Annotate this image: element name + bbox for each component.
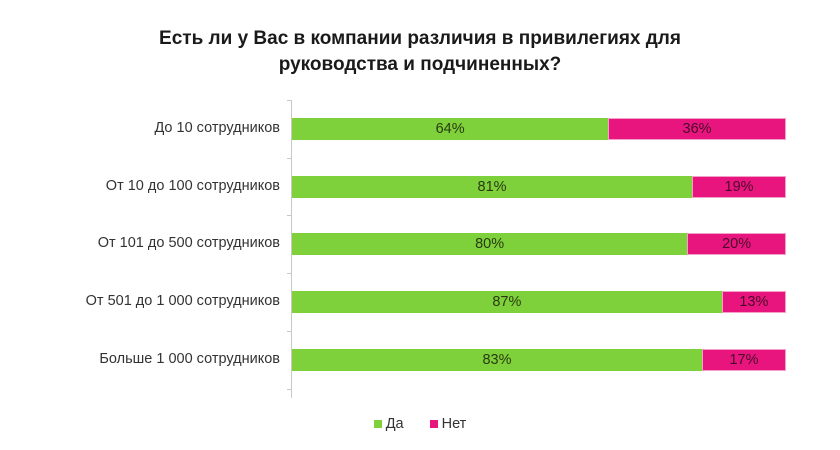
stacked-bar: 80% 20% [292, 233, 786, 255]
bar-segment-yes: 80% [292, 233, 688, 255]
stacked-bar: 83% 17% [292, 349, 786, 371]
category-label: Больше 1 000 сотрудников [99, 351, 280, 367]
data-label: 13% [739, 294, 769, 310]
stacked-bar: 87% 13% [292, 291, 786, 313]
bar-segment-yes: 87% [292, 291, 722, 313]
legend-item: Нет [429, 416, 467, 432]
legend-swatch-icon [373, 420, 382, 428]
axis-tick [287, 100, 292, 101]
category-label: До 10 сотрудников [154, 120, 280, 136]
legend-label: Да [385, 416, 404, 432]
data-label: 80% [475, 236, 505, 252]
bar-segment-no: 13% [721, 291, 786, 313]
axis-tick [287, 389, 292, 390]
bar-segment-no: 19% [692, 176, 786, 198]
bar-segment-no: 20% [687, 233, 786, 255]
bar-segment-yes: 83% [292, 349, 703, 371]
data-label: 19% [724, 179, 754, 195]
data-label: 17% [729, 352, 759, 368]
legend-item: Да [373, 416, 404, 432]
axis-tick [287, 273, 292, 274]
data-label: 83% [482, 352, 512, 368]
data-label: 64% [435, 121, 465, 137]
chart-title: Есть ли у Вас в компании различия в прив… [150, 26, 690, 78]
legend-label: Нет [441, 416, 467, 432]
stacked-bar: 64% 36% [292, 118, 786, 140]
axis-tick [287, 158, 292, 159]
legend-swatch-icon [429, 420, 438, 428]
data-label: 20% [722, 236, 752, 252]
chart-legend: Да Нет [0, 416, 840, 432]
stacked-bar: 81% 19% [292, 176, 786, 198]
category-axis [291, 100, 292, 398]
bar-segment-no: 17% [702, 349, 786, 371]
chart-title-line-2: руководства и подчиненных? [278, 54, 562, 75]
data-label: 36% [682, 121, 712, 137]
data-label: 81% [477, 179, 507, 195]
data-label: 87% [492, 294, 522, 310]
bar-segment-yes: 64% [292, 118, 609, 140]
axis-tick [287, 215, 292, 216]
category-label: От 10 до 100 сотрудников [105, 178, 280, 194]
axis-tick [287, 331, 292, 332]
chart-title-line-1: Есть ли у Вас в компании различия в прив… [159, 28, 681, 49]
category-label: От 101 до 500 сотрудников [97, 235, 280, 251]
category-label: От 501 до 1 000 сотрудников [85, 293, 280, 309]
bar-segment-yes: 81% [292, 176, 693, 198]
bar-segment-no: 36% [608, 118, 786, 140]
